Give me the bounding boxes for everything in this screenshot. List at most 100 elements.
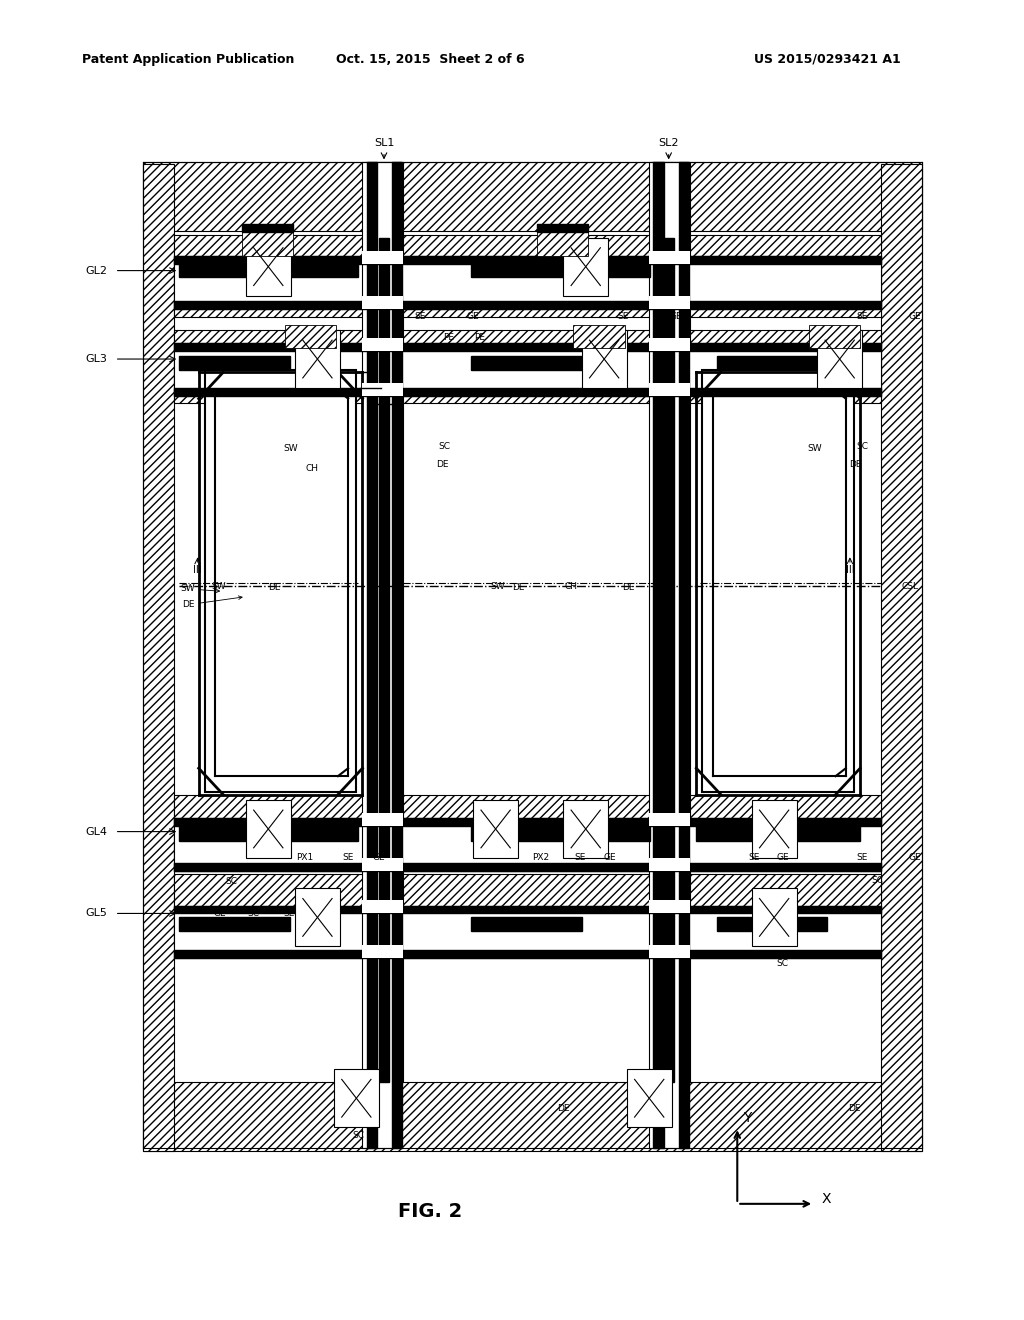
Bar [174, 906, 881, 913]
Text: SC: SC [225, 878, 238, 886]
Bar [362, 900, 403, 913]
Text: PE: PE [443, 334, 454, 342]
Text: DE: DE [848, 1105, 860, 1113]
Bar [563, 238, 608, 296]
Bar [285, 325, 336, 348]
Bar [143, 164, 174, 1151]
Text: SW: SW [212, 582, 226, 590]
Bar [717, 917, 827, 931]
Text: CH: CH [306, 465, 318, 473]
Bar [174, 818, 881, 826]
Text: GL5: GL5 [86, 908, 108, 919]
Bar [365, 162, 403, 1082]
Bar [379, 238, 389, 1082]
Bar [651, 162, 690, 1082]
Text: X: X [821, 1192, 830, 1205]
Bar [627, 1069, 672, 1127]
Bar [696, 825, 860, 841]
Text: GE: GE [214, 909, 226, 917]
Bar [649, 251, 690, 264]
Bar [362, 858, 403, 871]
Bar [295, 330, 340, 388]
Bar [205, 370, 356, 792]
Text: DE: DE [436, 461, 449, 469]
Text: SE: SE [573, 854, 586, 862]
Bar [471, 825, 650, 841]
Bar [367, 162, 377, 1148]
Bar [246, 238, 291, 296]
Text: SE: SE [342, 854, 354, 862]
Bar [582, 330, 627, 388]
Text: SE: SE [748, 854, 760, 862]
Text: SE: SE [616, 313, 629, 321]
Bar [174, 863, 881, 871]
Bar [649, 813, 690, 826]
Bar [679, 162, 689, 1148]
Bar [752, 800, 797, 858]
Text: PX1: PX1 [297, 854, 313, 862]
Text: SC: SC [856, 442, 868, 450]
Bar [649, 945, 690, 958]
Text: FIG. 2: FIG. 2 [398, 1203, 462, 1221]
Text: DE: DE [849, 461, 861, 469]
Bar [174, 343, 881, 351]
Text: SE: SE [283, 909, 295, 917]
Bar [242, 232, 293, 256]
Text: SC: SC [438, 442, 451, 450]
Bar [817, 330, 862, 388]
Text: SC: SC [247, 909, 259, 917]
Text: SL1: SL1 [374, 137, 394, 148]
Bar [392, 162, 402, 1148]
Text: III: III [194, 565, 202, 576]
Bar [563, 800, 608, 858]
Text: PX2: PX2 [532, 854, 549, 862]
Text: Oct. 15, 2015  Sheet 2 of 6: Oct. 15, 2015 Sheet 2 of 6 [336, 53, 524, 66]
Text: SC: SC [776, 960, 788, 968]
Bar [537, 224, 588, 232]
Text: CSL: CSL [901, 582, 919, 590]
Bar [362, 296, 403, 309]
Text: III: III [846, 565, 854, 576]
Text: US 2015/0293421 A1: US 2015/0293421 A1 [755, 53, 901, 66]
Bar [174, 818, 881, 871]
Text: GE: GE [604, 854, 616, 862]
Text: SE: SE [856, 313, 868, 321]
Text: GE: GE [776, 854, 788, 862]
Bar [174, 330, 881, 403]
Text: GL2: GL2 [86, 265, 108, 276]
Text: GE: GE [670, 313, 682, 321]
Bar [174, 235, 881, 317]
Bar [471, 261, 650, 277]
Bar [143, 162, 922, 231]
Bar [143, 1082, 922, 1151]
Bar [649, 296, 690, 309]
Bar [174, 388, 881, 396]
Bar [179, 917, 290, 931]
Text: SE: SE [414, 313, 426, 321]
Bar [471, 356, 582, 370]
Text: SW: SW [490, 582, 505, 590]
Bar [179, 261, 358, 277]
Bar [242, 224, 293, 232]
Bar [649, 858, 690, 871]
Bar [362, 383, 403, 396]
Bar [573, 325, 625, 348]
Text: DE: DE [182, 595, 242, 610]
Bar [649, 383, 690, 396]
Text: GE: GE [467, 313, 479, 321]
Text: SW: SW [180, 585, 219, 594]
Bar [664, 238, 674, 1082]
Text: GE: GE [908, 854, 921, 862]
Bar [362, 251, 403, 264]
Bar [809, 325, 860, 348]
Bar [174, 874, 881, 946]
Bar [702, 370, 854, 792]
Text: CH: CH [565, 582, 578, 590]
Text: SC: SC [871, 876, 884, 884]
Text: PE: PE [474, 334, 484, 342]
Bar [362, 338, 403, 351]
Text: Patent Application Publication: Patent Application Publication [82, 53, 294, 66]
Bar [362, 813, 403, 826]
Bar [881, 164, 922, 1151]
Text: GE: GE [908, 313, 921, 321]
